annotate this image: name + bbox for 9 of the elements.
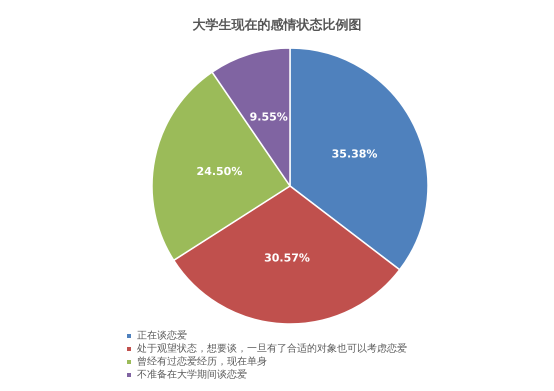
data-label: 35.38% xyxy=(332,148,378,161)
legend-label: 正在谈恋爱 xyxy=(137,330,187,342)
data-label: 24.50% xyxy=(196,165,242,178)
chart-title: 大学生现在的感情状态比例图 xyxy=(192,17,362,33)
legend-label: 不准备在大学期间谈恋爱 xyxy=(137,368,247,380)
legend-label: 处于观望状态，想要谈，一旦有了合适的对象也可以考虑恋爱 xyxy=(137,342,407,354)
data-label: 9.55% xyxy=(250,110,288,124)
legend-label: 曾经有过恋爱经历，现在单身 xyxy=(137,356,267,368)
data-label: 30.57% xyxy=(264,251,310,264)
